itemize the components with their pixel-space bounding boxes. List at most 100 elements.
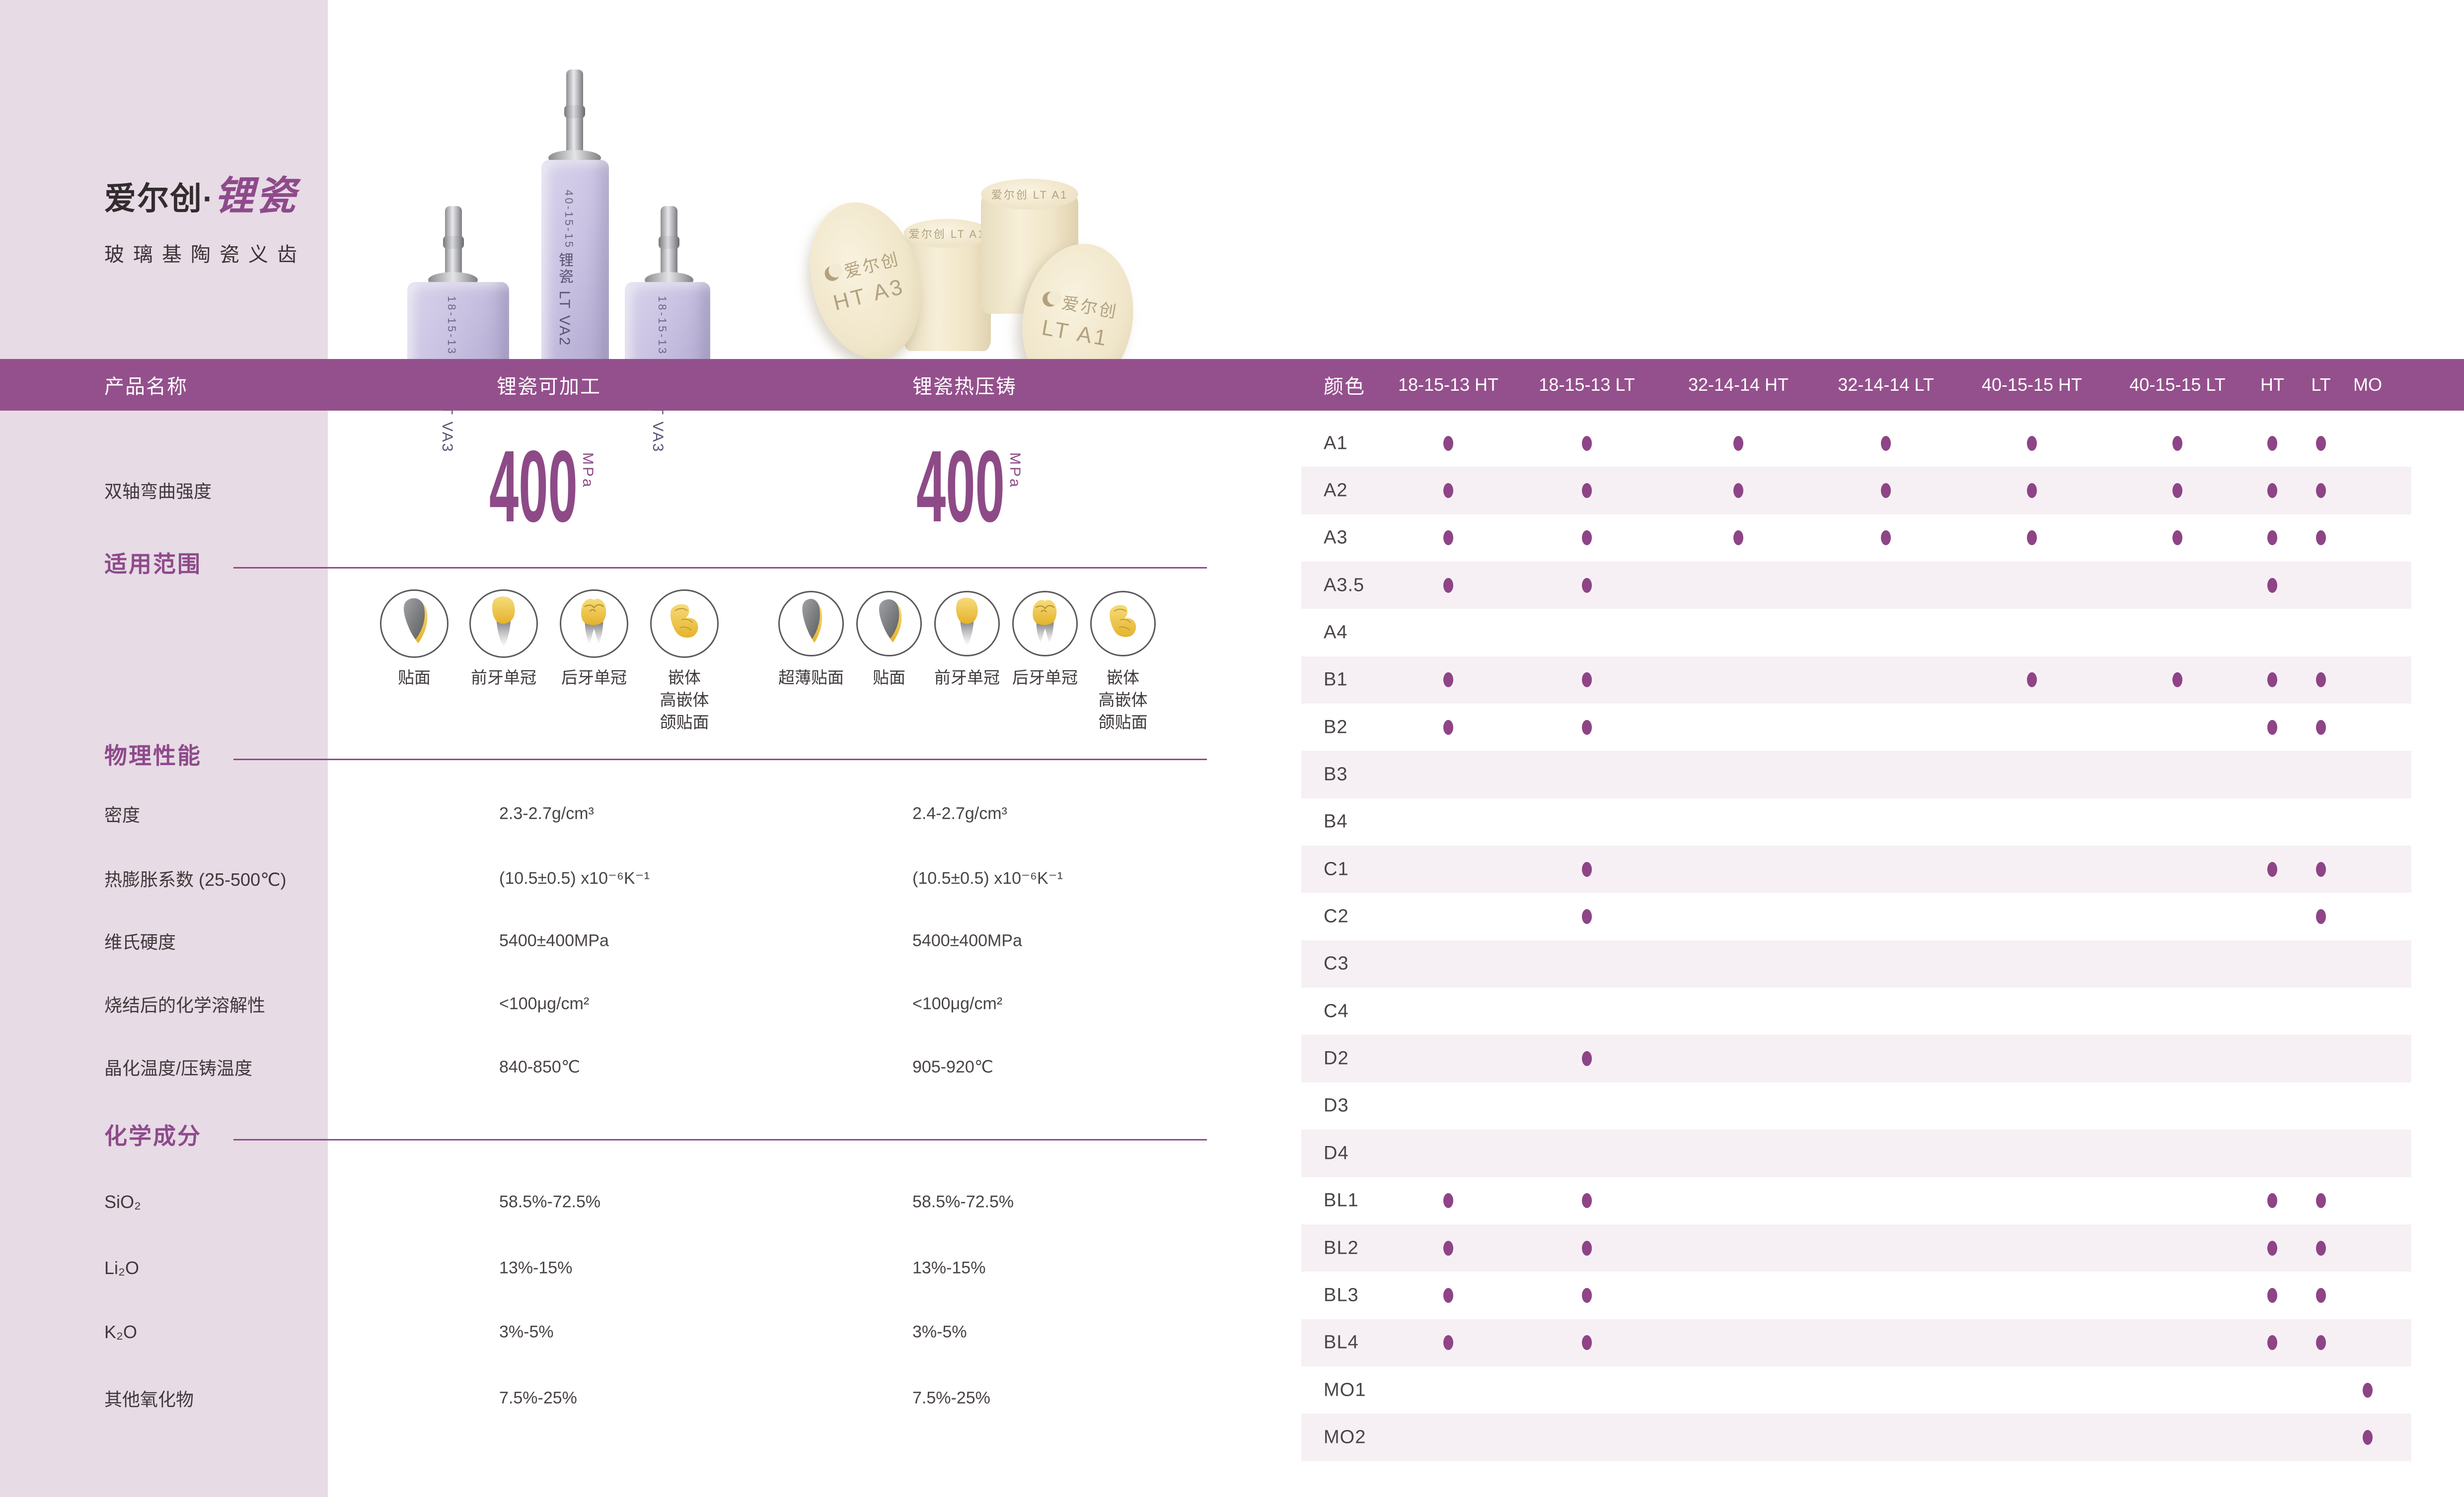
- shade-name: D2: [1324, 1048, 1349, 1069]
- shade-row-D2: D2: [1301, 1035, 2411, 1082]
- shade-row-A1: A1: [1301, 420, 2411, 467]
- application-label: 嵌体 高嵌体 颌贴面: [1098, 668, 1148, 731]
- availability-dot: [1443, 483, 1453, 499]
- availability-dot: [2316, 1193, 2326, 1209]
- sidebar-background: [0, 0, 328, 1497]
- spec-value-pressed: 13%-15%: [912, 1258, 986, 1278]
- ingot-shade-label: LT A1: [1033, 189, 1068, 201]
- availability-dot: [1582, 719, 1592, 735]
- availability-dot: [2172, 530, 2182, 546]
- spec-value-machinable: 58.5%-72.5%: [499, 1192, 601, 1212]
- block-mandrel-icon: [443, 206, 464, 281]
- availability-dot: [1881, 435, 1891, 451]
- application-label: 嵌体 高嵌体 颌贴面: [660, 668, 709, 731]
- spec-value-pressed: 3%-5%: [912, 1322, 967, 1342]
- availability-dot: [1582, 530, 1592, 546]
- availability-dot: [2316, 483, 2326, 499]
- availability-dot: [2027, 435, 2037, 451]
- availability-dot: [2267, 1240, 2277, 1256]
- shade-name: A4: [1324, 622, 1348, 643]
- header-shade-col-18-15-13-LT: 18-15-13 LT: [1539, 374, 1635, 395]
- spec-label: Li₂O: [104, 1258, 139, 1278]
- shade-row-D4: D4: [1301, 1130, 2411, 1177]
- brand-subtitle: 玻璃基陶瓷义齿: [104, 244, 306, 266]
- block-name-label: 锂瓷 LT VA2: [556, 252, 573, 347]
- brand-block: 爱尔创·锂瓷 玻璃基陶瓷义齿: [104, 164, 318, 267]
- availability-dot: [1443, 577, 1453, 593]
- availability-dot: [1443, 530, 1453, 546]
- availability-dot: [2363, 1382, 2373, 1398]
- strength-label: 双轴弯曲强度: [104, 481, 212, 501]
- shade-name: BL3: [1324, 1284, 1359, 1306]
- availability-dot: [2316, 861, 2326, 877]
- spec-value-pressed: 905-920℃: [912, 1058, 993, 1076]
- shade-row-B2: B2: [1301, 704, 2411, 751]
- header-shade-col-LT: LT: [2311, 374, 2331, 395]
- shade-row-C2: C2: [1301, 893, 2411, 940]
- spec-label: 晶化温度/压铸温度: [104, 1058, 253, 1078]
- ingot-brand-label: 爱尔创: [991, 189, 1029, 201]
- availability-dot: [2316, 1240, 2326, 1256]
- brand-product-name: 锂瓷: [214, 174, 298, 218]
- availability-dot: [2267, 719, 2277, 735]
- availability-dot: [1582, 1240, 1592, 1256]
- anterior-crown-icon: [469, 589, 538, 658]
- availability-dot: [2316, 909, 2326, 925]
- shade-row-C1: C1: [1301, 846, 2411, 893]
- spec-value-pressed: (10.5±0.5) x10⁻⁶K⁻¹: [912, 869, 1063, 888]
- spec-label: SiO₂: [104, 1192, 141, 1212]
- anterior-crown-icon: [934, 591, 1000, 656]
- block-size-label: 18-15-13: [656, 296, 669, 356]
- availability-dot: [1443, 435, 1453, 451]
- availability-dot: [2172, 483, 2182, 499]
- shade-availability-table: A1 A2 A3 A3.5 A4 B1 B2 B3 B4 C1 C2 C3 C4 D2 D3 D4 BL1 BL2…: [1301, 420, 2411, 1461]
- posterior-crown-icon: [560, 589, 628, 658]
- shade-row-BL4: BL4: [1301, 1319, 2411, 1366]
- spec-value-machinable: (10.5±0.5) x10⁻⁶K⁻¹: [499, 869, 650, 888]
- spec-value-machinable: 2.3-2.7g/cm³: [499, 804, 594, 823]
- shade-name: C3: [1324, 953, 1349, 974]
- shade-row-MO1: MO1: [1301, 1366, 2411, 1414]
- shade-name: D4: [1324, 1142, 1349, 1164]
- availability-dot: [1582, 1051, 1592, 1067]
- availability-dot: [1582, 909, 1592, 925]
- application-label: 后牙单冠: [561, 668, 627, 687]
- shade-row-B3: B3: [1301, 751, 2411, 798]
- availability-dot: [1443, 1240, 1453, 1256]
- availability-dot: [1582, 483, 1592, 499]
- header-shade-col-18-15-13-HT: 18-15-13 HT: [1398, 374, 1499, 395]
- shade-row-B1: B1: [1301, 656, 2411, 704]
- availability-dot: [2267, 577, 2277, 593]
- header-shade-col-40-15-15-HT: 40-15-15 HT: [1981, 374, 2083, 395]
- spec-value-pressed: 7.5%-25%: [912, 1388, 990, 1408]
- spec-value-pressed: <100μg/cm²: [912, 994, 1003, 1013]
- shade-row-D3: D3: [1301, 1082, 2411, 1130]
- block-mandrel-icon: [659, 206, 679, 281]
- veneer-icon: [856, 591, 922, 656]
- ingot-shade-label: LT A1: [950, 228, 986, 240]
- posterior-crown-icon: [1012, 591, 1078, 656]
- header-shade-col-32-14-14-HT: 32-14-14 HT: [1688, 374, 1789, 395]
- header-shade-col-MO: MO: [2353, 374, 2382, 395]
- strength-machinable: 400 MPa: [489, 435, 596, 537]
- section-chemical: 化学成分: [104, 1123, 202, 1149]
- header-color: 颜色: [1324, 376, 1365, 398]
- application-label: 超薄贴面: [778, 668, 844, 687]
- availability-dot: [2316, 530, 2326, 546]
- spec-value-pressed: 5400±400MPa: [912, 931, 1022, 950]
- shade-name: MO1: [1324, 1379, 1366, 1401]
- spec-label: 其他氧化物: [104, 1389, 194, 1410]
- availability-dot: [1582, 577, 1592, 593]
- shade-row-C3: C3: [1301, 940, 2411, 988]
- shade-name: MO2: [1324, 1426, 1366, 1448]
- spec-label: K₂O: [104, 1322, 137, 1342]
- ingot-brand-label: 爱尔创: [908, 228, 946, 240]
- strength-pressed: 400 MPa: [916, 435, 1023, 537]
- shade-name: B3: [1324, 764, 1348, 785]
- availability-dot: [2267, 861, 2277, 877]
- application-label: 前牙单冠: [934, 668, 1000, 687]
- availability-dot: [1582, 435, 1592, 451]
